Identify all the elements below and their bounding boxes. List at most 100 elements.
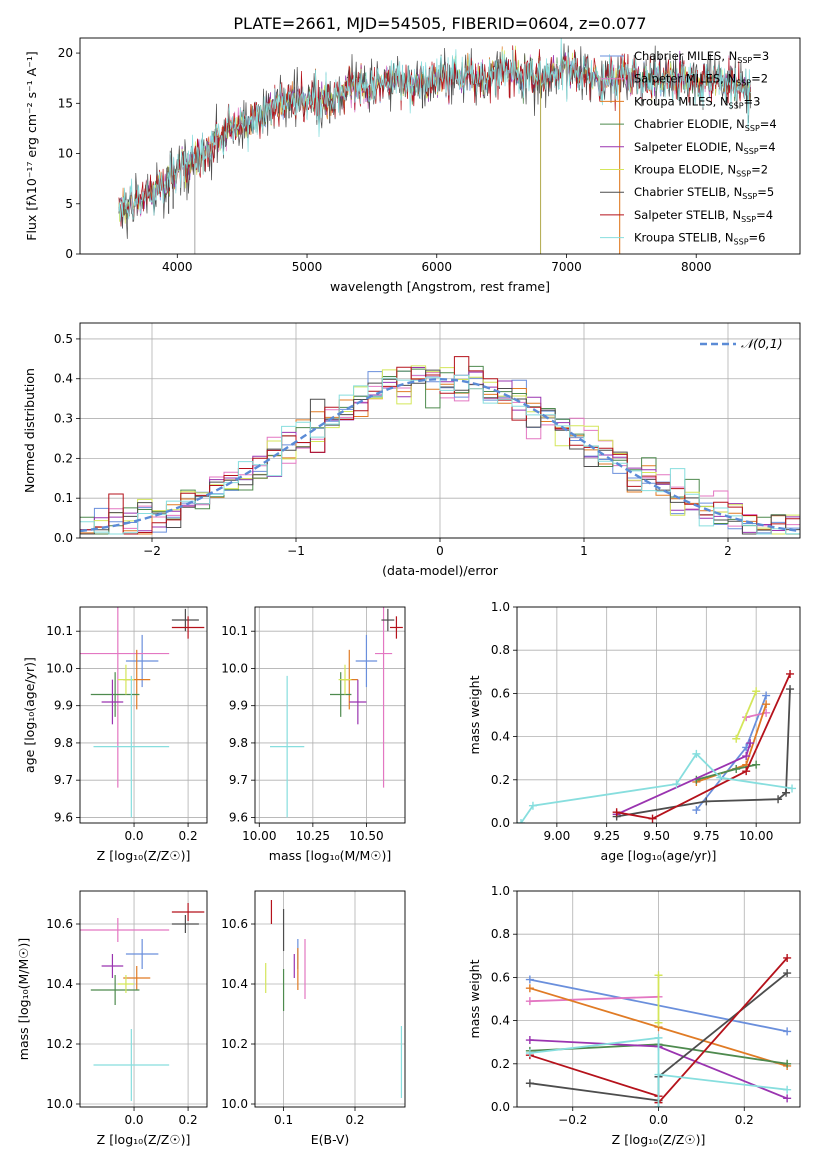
y-tick-label: 0.0	[491, 816, 510, 830]
y-tick-label: 9.7	[229, 773, 248, 787]
x-axis-label: Z [log₁₀(Z/Z☉)]	[97, 848, 191, 863]
normal-legend-label: 𝒩(0,1)	[741, 336, 783, 351]
axes-mass-vs-ebv: 0.1 0.2 10.0 10.2 10.4 10.6 E(B-V)	[221, 891, 405, 1147]
series-marker-kroupa-miles	[525, 984, 534, 993]
axes-spectrum: 4000 5000 6000 7000 8000 0 5 10 15 20 wavelength […	[24, 46, 711, 294]
y-tick-label: 9.6	[54, 810, 73, 824]
legend-label: Salpeter MILES, NSSP=2	[634, 72, 768, 88]
series-marker-kroupa-stelib	[716, 773, 725, 782]
residual-steps	[80, 356, 800, 535]
y-tick-label: 0.2	[491, 773, 510, 787]
axes-frame	[516, 890, 801, 1108]
y-tick-label: 9.8	[54, 736, 73, 750]
x-tick-label: 4000	[162, 260, 193, 274]
axes-frame	[79, 606, 208, 824]
legend-label: Salpeter STELIB, NSSP=4	[634, 208, 773, 224]
axes-age-vs-mass: 10.00 10.25 10.50 9.6 9.7 9.8 9.9 10.0 10.1 mass …	[221, 607, 405, 863]
y-tick-label: 10.0	[46, 661, 73, 675]
series-marker-salpeter-stelib	[786, 669, 795, 678]
spectrum-lines	[118, 38, 752, 254]
x-tick-label: 0.2	[735, 1113, 754, 1127]
x-tick-label: 0.2	[179, 1113, 198, 1127]
y-tick-label: 0.4	[54, 372, 73, 386]
series-marker-kroupa-stelib	[525, 1049, 534, 1057]
legend-label: Salpeter ELODIE, NSSP=4	[634, 140, 776, 156]
residual-hist-kroupa-stelib	[80, 374, 800, 535]
y-axis-label: mass [log₁₀(M/M☉)]	[16, 938, 31, 1060]
series-marker-salpeter-stelib	[783, 953, 792, 962]
series-marker-salpeter-elodie	[742, 752, 751, 761]
series-marker-kroupa-stelib	[692, 749, 701, 758]
series-marker-kroupa-stelib	[654, 1070, 663, 1079]
series-marker-chabrier-stelib	[783, 969, 792, 978]
series-marker-chabrier-stelib	[774, 795, 783, 804]
normal-curve	[80, 377, 800, 533]
axes-residuals: −2 −1 0 1 2 0.0 0.1 0.2 0.3 0.4 0.5 (data-model)/er…	[22, 323, 800, 578]
y-tick-label: 0.6	[491, 686, 510, 700]
y-tick-label: 0.4	[491, 1014, 510, 1028]
axes-frame	[516, 606, 801, 824]
series-marker-kroupa-stelib	[783, 1085, 792, 1094]
y-tick-label: 1.0	[491, 600, 510, 614]
series-marker-salpeter-stelib	[648, 814, 657, 823]
x-tick-label: 0.2	[179, 829, 198, 843]
y-tick-label: 9.7	[54, 773, 73, 787]
x-axis-label: (data-model)/error	[382, 563, 499, 578]
y-axis-label: age [log₁₀(age/yr)]	[22, 657, 37, 773]
series-marker-chabrier-stelib	[786, 685, 795, 694]
series-marker-kroupa-elodie	[654, 1018, 663, 1027]
x-tick-label: 10.50	[349, 829, 383, 843]
errorbars-mass-vs-ebv	[265, 900, 403, 1098]
series-marker-salpeter-stelib	[742, 767, 751, 776]
y-tick-label: 0.8	[491, 643, 510, 657]
y-tick-label: 9.9	[54, 699, 73, 713]
axes-frame	[79, 890, 208, 1108]
y-tick-label: 10.4	[221, 977, 248, 991]
spectrum-line-chabrier-stelib	[118, 43, 752, 239]
y-tick-label: 10.0	[221, 1097, 248, 1111]
series-marker-chabrier-stelib	[525, 1079, 534, 1088]
x-tick-label: 0.0	[649, 1113, 668, 1127]
y-tick-label: 10.0	[221, 661, 248, 675]
y-tick-label: 0.6	[491, 970, 510, 984]
lines-massweight-vs-z	[525, 953, 792, 1107]
y-tick-label: 10.4	[46, 977, 73, 991]
y-tick-label: 9.6	[229, 810, 248, 824]
x-tick-label: 0	[436, 544, 444, 558]
x-tick-label: 0.0	[124, 1113, 143, 1127]
y-tick-label: 0.5	[54, 332, 73, 346]
y-axis-label: mass weight	[467, 675, 482, 754]
x-tick-label: 0.1	[274, 1113, 293, 1127]
y-axis-label: mass weight	[467, 959, 482, 1038]
axes-age-vs-z: 0.0 0.2 9.6 9.7 9.8 9.9 10.0 10.1 Z [log₁₀(Z/Z☉)…	[22, 607, 207, 863]
series-marker-chabrier-miles	[692, 806, 701, 815]
y-tick-label: 10.1	[221, 624, 248, 638]
series-marker-kroupa-stelib	[654, 1033, 663, 1042]
series-marker-salpeter-stelib	[612, 808, 621, 817]
axes-frame	[254, 890, 406, 1108]
y-tick-label: 0.0	[491, 1100, 510, 1114]
x-axis-label: E(B-V)	[311, 1132, 350, 1147]
x-tick-label: 6000	[421, 260, 452, 274]
axes-frame	[254, 606, 406, 824]
x-tick-label: −2	[143, 544, 161, 558]
x-tick-label: 9.75	[693, 829, 720, 843]
y-tick-label: 10.6	[46, 917, 73, 931]
series-line-kroupa-stelib	[520, 752, 793, 823]
y-tick-label: 0	[65, 247, 73, 261]
legend-label: Chabrier STELIB, NSSP=5	[634, 185, 774, 201]
axes-mass-vs-z: 0.0 0.2 10.0 10.2 10.4 10.6 Z [log₁₀(Z/Z☉)] mas…	[16, 891, 207, 1147]
series-marker-chabrier-elodie	[783, 1059, 792, 1068]
x-tick-label: 5000	[292, 260, 323, 274]
x-tick-label: 0.0	[124, 829, 143, 843]
x-tick-label: 8000	[681, 260, 712, 274]
series-line-salpeter-miles	[529, 995, 659, 1003]
series-marker-chabrier-miles	[762, 691, 771, 700]
x-tick-label: 10.25	[296, 829, 330, 843]
series-line-chabrier-miles	[695, 695, 767, 811]
y-tick-label: 10.2	[46, 1037, 73, 1051]
series-marker-salpeter-elodie	[746, 739, 755, 748]
errorbars-mass-vs-z	[80, 903, 205, 1101]
series-marker-kroupa-stelib	[528, 801, 537, 810]
series-marker-chabrier-stelib	[702, 797, 711, 806]
